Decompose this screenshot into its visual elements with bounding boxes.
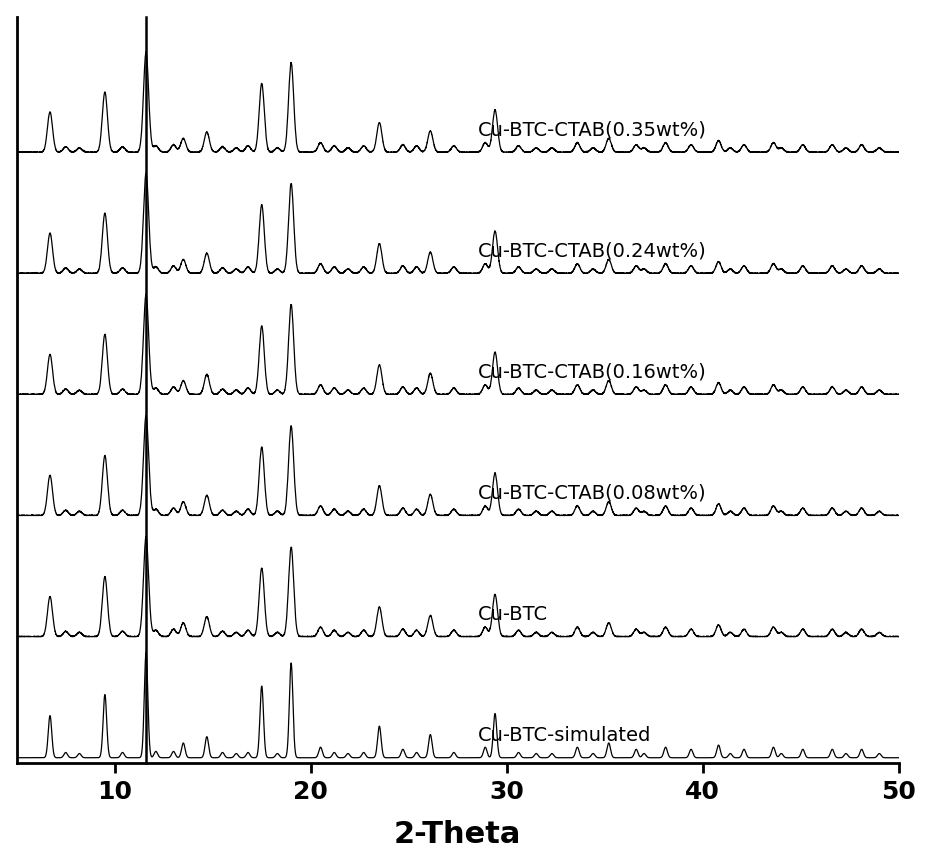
Text: Cu-BTC-CTAB(0.16wt%): Cu-BTC-CTAB(0.16wt%) <box>478 363 706 382</box>
Text: Cu-BTC-CTAB(0.24wt%): Cu-BTC-CTAB(0.24wt%) <box>478 242 706 261</box>
X-axis label: 2-Theta: 2-Theta <box>394 820 522 850</box>
Text: Cu-BTC-CTAB(0.35wt%): Cu-BTC-CTAB(0.35wt%) <box>478 120 706 139</box>
Text: Cu-BTC: Cu-BTC <box>478 605 548 624</box>
Text: Cu-BTC-simulated: Cu-BTC-simulated <box>478 726 650 745</box>
Text: Cu-BTC-CTAB(0.08wt%): Cu-BTC-CTAB(0.08wt%) <box>478 484 706 503</box>
